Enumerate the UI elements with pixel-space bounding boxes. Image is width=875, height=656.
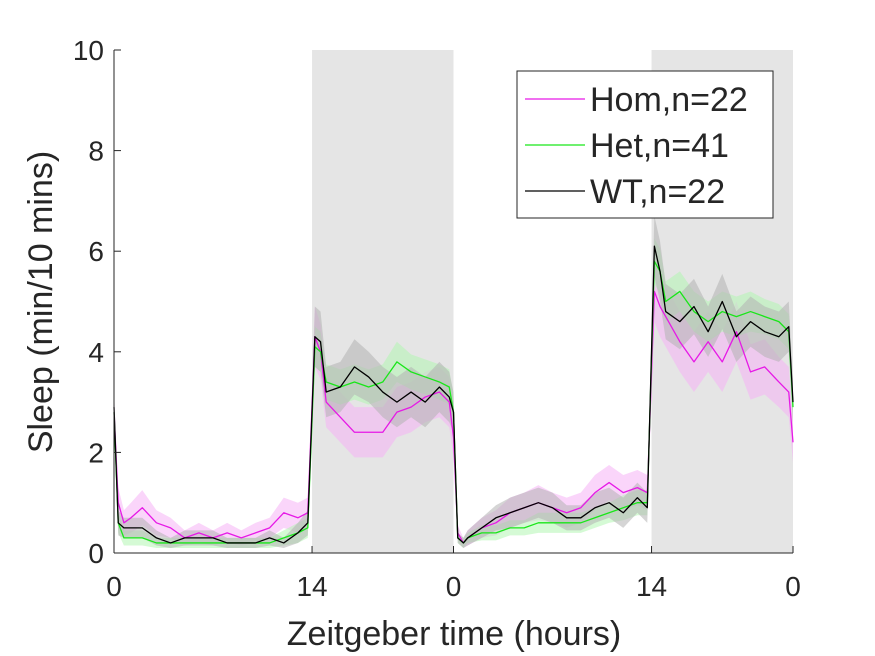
- x-tick-label: 14: [296, 571, 327, 602]
- y-tick-label: 4: [88, 337, 104, 368]
- error-band-1: [114, 261, 793, 548]
- y-tick-label: 10: [73, 35, 104, 66]
- legend-label: Hom,n=22: [590, 81, 748, 119]
- y-tick-label: 6: [88, 236, 104, 267]
- legend-label: Het,n=41: [590, 127, 729, 165]
- series-line-3: [113, 245, 794, 544]
- tick-labels: 0 2 4 6 8 10 0 14 0 14 0: [73, 35, 801, 602]
- legend-label: WT,n=22: [590, 173, 725, 211]
- y-tick-label: 0: [88, 538, 104, 569]
- series-lines: [113, 245, 794, 544]
- y-tick-label: 8: [88, 136, 104, 167]
- series-line-1: [113, 290, 794, 544]
- x-tick-label: 0: [446, 571, 462, 602]
- x-axis-label: Zeitgeber time (hours): [287, 615, 621, 653]
- x-tick-label: 0: [785, 571, 801, 602]
- x-tick-label: 14: [636, 571, 667, 602]
- error-bands: [114, 215, 793, 548]
- legend: Hom,n=22 Het,n=41 WT,n=22: [516, 70, 774, 219]
- y-axis-label: Sleep (min/10 mins): [22, 151, 60, 453]
- x-tick-label: 0: [106, 571, 122, 602]
- y-tick-label: 2: [88, 437, 104, 468]
- dark-period-1: [312, 50, 454, 553]
